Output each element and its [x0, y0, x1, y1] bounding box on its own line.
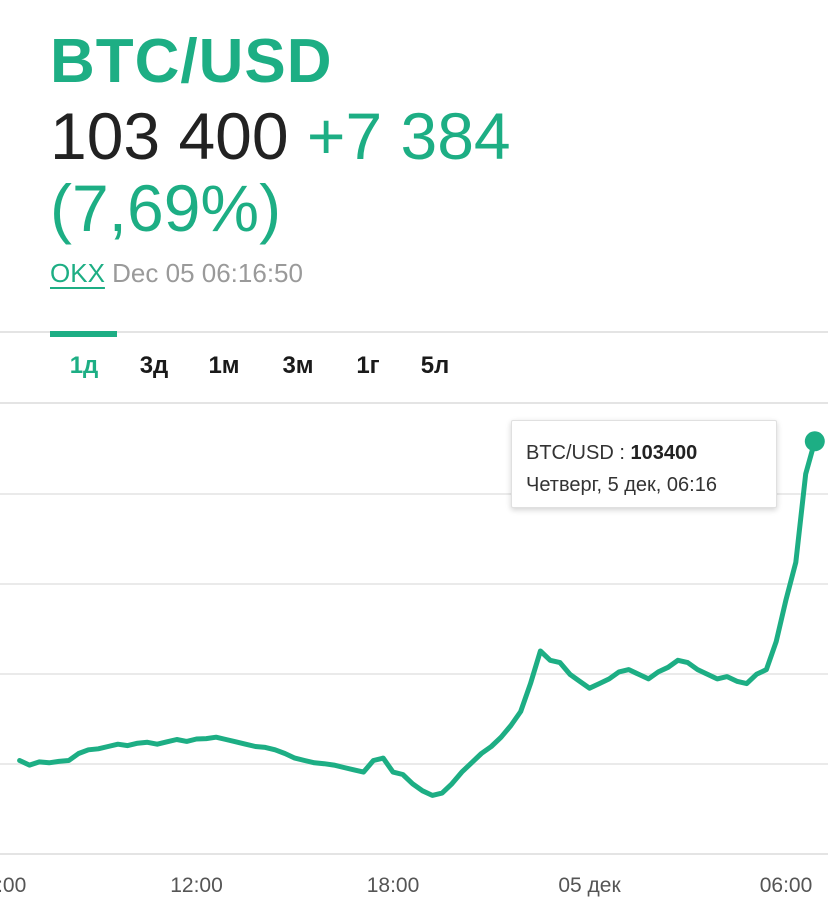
quote-timestamp: Dec 05 06:16:50	[112, 258, 303, 288]
chart-series	[17, 431, 825, 798]
tab-1d[interactable]: 1д	[69, 352, 99, 379]
x-tick-label: 12:00	[170, 874, 223, 897]
x-axis-labels: 06:00 12:00 18:00 05 дек 06:00	[0, 874, 812, 897]
tabs-bottom-divider	[0, 402, 828, 404]
source-link[interactable]: OKX	[50, 258, 105, 288]
price-change-percent: (7,69%)	[50, 171, 282, 245]
ticker-title: BTC/USD	[50, 27, 333, 96]
x-tick-label: 06:00	[760, 874, 813, 897]
tooltip-value-row: BTC/USD : 103400	[526, 437, 762, 469]
tooltip-value: 103400	[630, 442, 698, 464]
active-tab-indicator	[50, 331, 117, 337]
source-line: OKX Dec 05 06:16:50	[50, 258, 303, 289]
series-line-btc-usd	[17, 438, 818, 798]
x-tick-label: 18:00	[367, 874, 420, 897]
tab-3m[interactable]: 3м	[282, 352, 314, 379]
current-price: 103 400	[50, 99, 289, 173]
chart-tooltip: BTC/USD : 103400 Четверг, 5 дек, 06:16	[511, 420, 777, 508]
x-tick-label: 06:00	[0, 874, 26, 897]
price-chart[interactable]: 06:00 12:00 18:00 05 дек 06:00	[0, 404, 828, 914]
tab-3d[interactable]: 3д	[139, 352, 169, 379]
last-point-marker	[804, 431, 825, 452]
tooltip-date: Четверг, 5 дек, 06:16	[526, 474, 717, 496]
tabs-top-divider	[0, 331, 828, 333]
price-block: 103 400 +7 384 (7,69%)	[50, 100, 670, 244]
price-change: +7 384	[306, 99, 511, 173]
tab-1y[interactable]: 1г	[356, 352, 380, 379]
period-tabs: 1д 3д 1м 3м 1г 5л	[0, 352, 828, 388]
tab-5y[interactable]: 5л	[420, 352, 450, 379]
tab-1m[interactable]: 1м	[208, 352, 240, 379]
tooltip-separator: :	[613, 442, 631, 464]
x-tick-label: 05 дек	[558, 874, 621, 897]
tooltip-series: BTC/USD	[526, 442, 614, 464]
